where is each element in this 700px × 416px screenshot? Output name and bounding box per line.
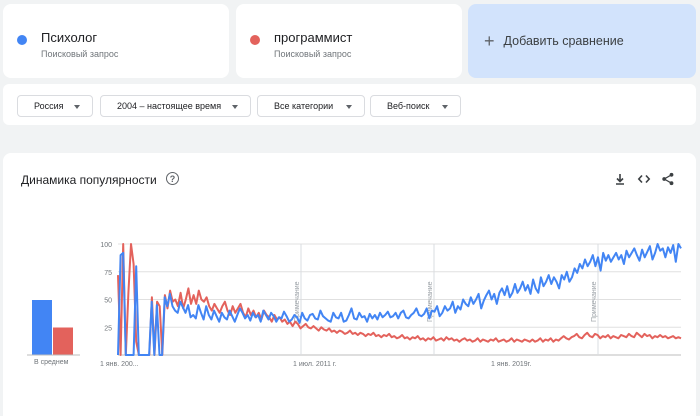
help-icon[interactable]: ?	[166, 172, 179, 185]
average-label: В среднем	[34, 359, 69, 366]
annotation-label: Примечание	[591, 281, 598, 322]
add-comparison-button[interactable]: + Добавить сравнение	[468, 4, 696, 78]
y-tick-label: 25	[104, 325, 112, 332]
annotation-label: Примечание	[294, 281, 301, 322]
embed-icon[interactable]	[637, 172, 651, 186]
filter-label: Веб-поиск	[387, 101, 430, 111]
filter-label: Россия	[34, 101, 64, 111]
series-line	[117, 243, 682, 356]
download-icon[interactable]	[613, 172, 627, 186]
interest-over-time-panel: Динамика популярности ? В среднем 25 50 75…	[3, 153, 696, 416]
filter-bar: Россия 2004 – настоящее время Все катего…	[3, 84, 696, 125]
chevron-down-icon	[346, 105, 352, 109]
series-color-dot	[17, 35, 27, 45]
term-subtitle: Поисковый запрос	[41, 49, 119, 59]
average-bars: В среднем	[27, 300, 80, 366]
series-color-dot	[250, 35, 260, 45]
average-bar	[32, 300, 52, 355]
region-filter[interactable]: Россия	[17, 95, 93, 117]
series-line	[117, 243, 682, 356]
term-subtitle: Поисковый запрос	[274, 49, 352, 59]
time-range-filter[interactable]: 2004 – настоящее время	[100, 95, 251, 117]
filter-label: Все категории	[274, 101, 334, 111]
search-type-filter[interactable]: Веб-поиск	[370, 95, 461, 117]
add-comparison-label: Добавить сравнение	[503, 34, 624, 48]
chevron-down-icon	[232, 105, 238, 109]
y-tick-label: 100	[100, 242, 112, 249]
x-tick-label: 1 июл. 2011 г.	[293, 361, 337, 368]
average-bar	[53, 327, 73, 355]
chart-labels: 1 янв. 200... 1 июл. 2011 г. 1 янв. 2019г.	[100, 361, 531, 368]
term-name: программист	[274, 30, 353, 45]
term-card-psychologist[interactable]: Психолог Поисковый запрос	[3, 4, 229, 78]
chevron-down-icon	[74, 105, 80, 109]
plus-icon: +	[484, 31, 495, 51]
chevron-down-icon	[442, 105, 448, 109]
panel-title: Динамика популярности	[21, 173, 157, 187]
chart-series	[117, 243, 682, 356]
x-tick-label: 1 янв. 200...	[100, 361, 139, 368]
x-tick-label: 1 янв. 2019г.	[491, 361, 531, 368]
annotation-label: Примечание	[427, 281, 434, 322]
filter-label: 2004 – настоящее время	[117, 101, 222, 111]
trend-chart: В среднем 25 50 75 100 Примечание Примечание П…	[27, 242, 682, 368]
y-tick-label: 50	[104, 298, 112, 305]
y-tick-label: 75	[104, 270, 112, 277]
category-filter[interactable]: Все категории	[257, 95, 365, 117]
term-name: Психолог	[41, 30, 98, 45]
term-card-programmer[interactable]: программист Поисковый запрос	[236, 4, 462, 78]
share-icon[interactable]	[661, 172, 675, 186]
